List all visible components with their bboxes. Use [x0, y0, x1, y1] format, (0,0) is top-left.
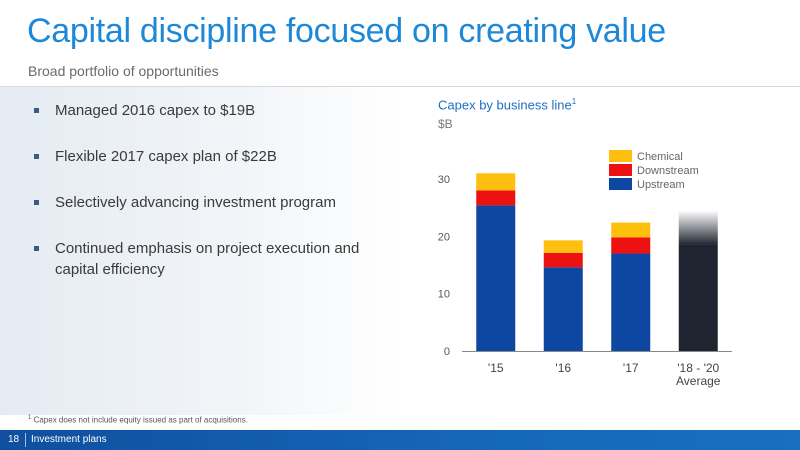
bullet-item: Flexible 2017 capex plan of $22B: [34, 146, 384, 167]
bullet-marker-icon: [34, 108, 39, 113]
y-tick-label: 10: [438, 289, 450, 301]
page-number: 18: [8, 434, 20, 445]
bullet-text: Selectively advancing investment program: [55, 194, 336, 211]
bar-segment-upstream: [543, 267, 583, 351]
range-bar-fade: [678, 210, 718, 245]
bullet-list: Managed 2016 capex to $19B Flexible 2017…: [34, 100, 384, 305]
bullet-item: Managed 2016 capex to $19B: [34, 100, 384, 121]
y-tick-label: 20: [438, 231, 450, 243]
x-tick-label: '15: [488, 361, 504, 375]
bullet-text: Flexible 2017 capex plan of $22B: [55, 148, 277, 165]
y-tick-label: 30: [438, 174, 450, 186]
legend-label-downstream: Downstream: [637, 165, 699, 177]
section-name: Investment plans: [31, 434, 107, 445]
bar-segment-downstream: [543, 252, 583, 268]
page-title: Capital discipline focused on creating v…: [27, 12, 666, 50]
bar-segment-chemical: [543, 240, 583, 253]
footnote-text: Capex does not include equity issued as …: [33, 415, 248, 425]
bar-segment-downstream: [476, 190, 516, 206]
chart-title-text: Capex by business line: [438, 97, 572, 113]
x-tick-label: '16: [555, 361, 571, 375]
bar-segment-upstream: [611, 253, 651, 351]
bullet-marker-icon: [34, 246, 39, 251]
bullet-panel: [0, 87, 402, 415]
bullet-marker-icon: [34, 154, 39, 159]
footnote: 1 Capex does not include equity issued a…: [28, 415, 248, 425]
bar-segment-chemical: [611, 222, 651, 238]
header-divider: [0, 86, 800, 87]
x-tick-label: '18 - '20: [677, 361, 719, 375]
bullet-marker-icon: [34, 200, 39, 205]
x-tick-label: '17: [623, 361, 639, 375]
y-tick-label: 0: [444, 346, 450, 358]
footer-bar: 18 Investment plans: [0, 430, 800, 450]
chart-title: Capex by business line1: [438, 97, 576, 112]
chart-title-footnote-marker: 1: [571, 97, 577, 106]
legend-swatch-chemical: [609, 150, 632, 162]
footer-divider: [25, 433, 26, 447]
bar-segment-downstream: [611, 237, 651, 254]
x-tick-sublabel: Average: [676, 374, 721, 388]
range-bar-solid: [678, 244, 718, 351]
bullet-item: Selectively advancing investment program: [34, 192, 384, 213]
chart-y-unit: $B: [438, 117, 453, 131]
legend-swatch-upstream: [609, 178, 632, 190]
bullet-text: Managed 2016 capex to $19B: [55, 102, 256, 119]
legend-label-upstream: Upstream: [637, 179, 685, 191]
bullet-text: Continued emphasis on project execution …: [55, 240, 360, 278]
page-subtitle: Broad portfolio of opportunities: [28, 63, 219, 79]
bullet-item: Continued emphasis on project execution …: [34, 238, 384, 280]
legend-swatch-downstream: [609, 164, 632, 176]
bar-segment-upstream: [476, 205, 516, 351]
bar-segment-chemical: [476, 173, 516, 191]
footnote-marker: 1: [28, 415, 32, 421]
legend-label-chemical: Chemical: [637, 151, 683, 163]
